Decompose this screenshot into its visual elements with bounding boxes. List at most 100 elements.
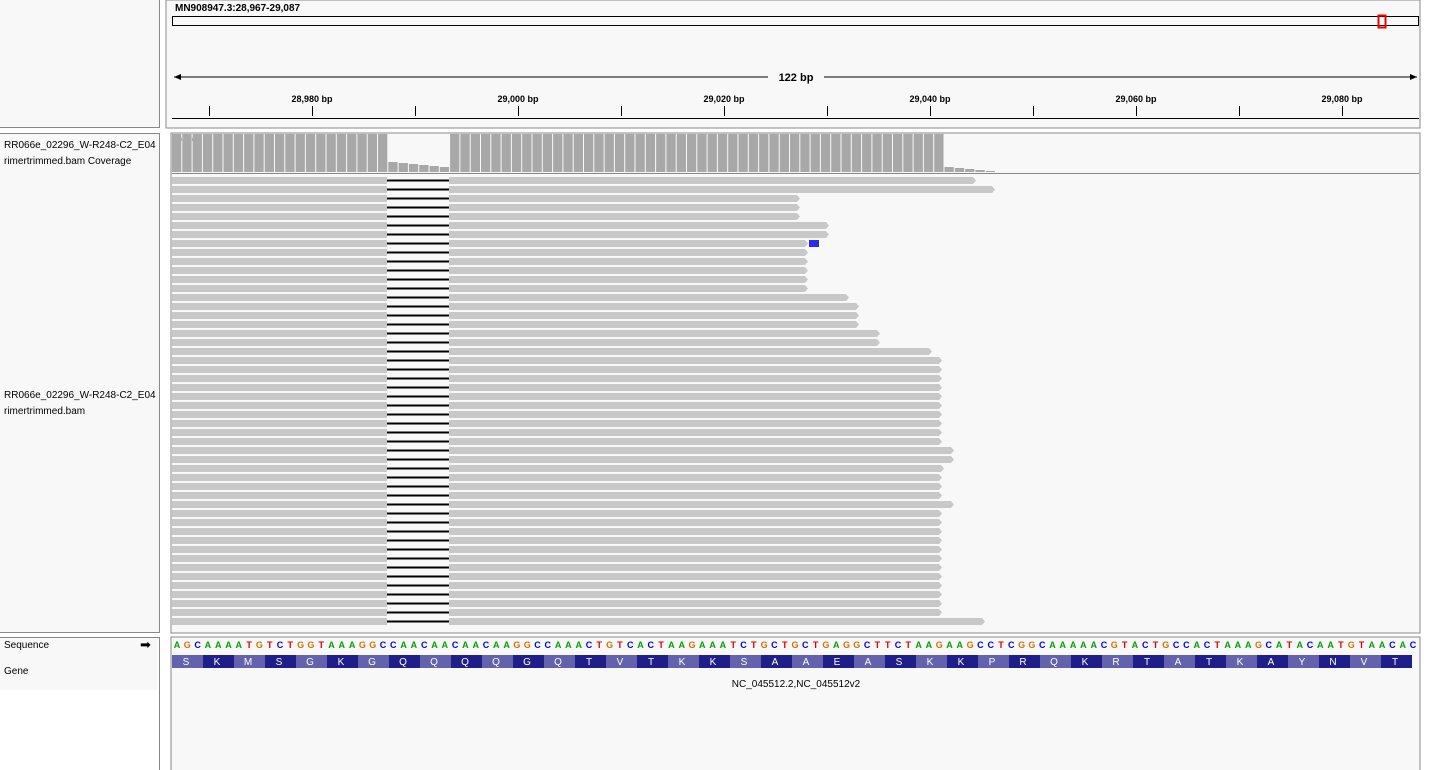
base: A [1224,640,1231,650]
read [449,339,880,346]
base: G [843,640,850,650]
amino-acid: V [1361,657,1368,668]
coverage-bar [913,134,923,172]
coverage-bar [800,134,810,172]
base: T [1359,640,1365,650]
base: G [184,640,191,650]
coverage-bar [264,134,274,172]
read [449,222,829,229]
codon [234,655,265,668]
track-name-panel: RR066e_02296_W-R248-C2_E04 rimertrimmed.… [0,133,160,633]
base: A [472,640,479,650]
base: A [1245,640,1252,650]
coverage-bar [728,134,738,172]
sequence-label: Sequence [4,640,50,651]
amino-acid: K [927,657,934,668]
read [449,312,859,319]
coverage-bar [419,165,429,172]
base: T [906,640,912,650]
coverage-bar [357,134,367,172]
base: G [1255,640,1262,650]
base: C [1307,640,1314,650]
read [172,537,387,544]
span-label: 122 bp [779,72,814,84]
amino-acid: K [214,657,221,668]
base: A [174,640,181,650]
strand-arrow[interactable]: ➡ [140,637,151,652]
codon [1195,655,1226,668]
coverage-bar [882,134,892,172]
coverage-bar [985,171,995,172]
amino-acid: Y [1299,657,1306,668]
track-subtitle: rimertrimmed.bam [4,406,86,417]
read [172,366,387,373]
read [449,510,942,517]
ruler-label: 28,980 bp [291,94,333,104]
read [172,465,387,472]
base: A [1276,640,1283,650]
base: C [1410,640,1417,650]
coverage-bar [491,134,501,172]
codon [637,655,668,668]
read [449,375,942,382]
base: T [267,640,273,650]
read [172,393,387,400]
codon [668,655,699,668]
coverage-bar [923,134,934,172]
read [449,384,942,391]
amino-acid: R [1112,657,1119,668]
base: G [822,640,829,650]
codon [1381,655,1412,668]
base: A [565,640,572,650]
coverage-bar [666,134,676,172]
feature-name-panel: Sequence ➡ Gene [0,637,160,770]
read [172,402,387,409]
coverage-bar [275,134,285,172]
codon [575,655,606,668]
codon [1350,655,1381,668]
base: T [1215,640,1221,650]
base: A [1327,640,1334,650]
read [449,276,808,283]
codon [420,655,451,668]
coverage-bar [326,134,336,172]
base: A [236,640,243,650]
base: A [833,640,840,650]
coverage-bar [810,134,820,172]
amino-acid: K [338,657,345,668]
base: G [369,640,376,650]
read [449,420,942,427]
base: G [1162,640,1169,650]
amino-acid: Q [430,657,438,668]
read [449,285,808,292]
base: G [359,640,366,650]
amino-acid: T [1392,657,1398,668]
ruler-label: 29,040 bp [909,94,951,104]
read [449,474,942,481]
coverage-bar [378,134,388,172]
coverage-bar [625,134,635,172]
codon [1040,655,1071,668]
codon [203,655,234,668]
ruler-panel [165,0,1421,129]
read [172,330,387,337]
read [449,609,942,616]
coverage-bar [748,134,759,172]
base: G [853,640,860,650]
amino-acid: K [710,657,717,668]
base: G [606,640,613,650]
amino-acid: V [617,657,624,668]
coverage-bar [573,134,583,172]
base: G [936,640,943,650]
base: A [1060,640,1067,650]
base: A [575,640,582,650]
base: C [627,640,634,650]
base: T [658,640,664,650]
codon [1009,655,1040,668]
base: A [205,640,212,650]
read [449,393,942,400]
read [449,483,942,490]
base: T [730,640,736,650]
base: A [1317,640,1324,650]
read [172,186,387,193]
